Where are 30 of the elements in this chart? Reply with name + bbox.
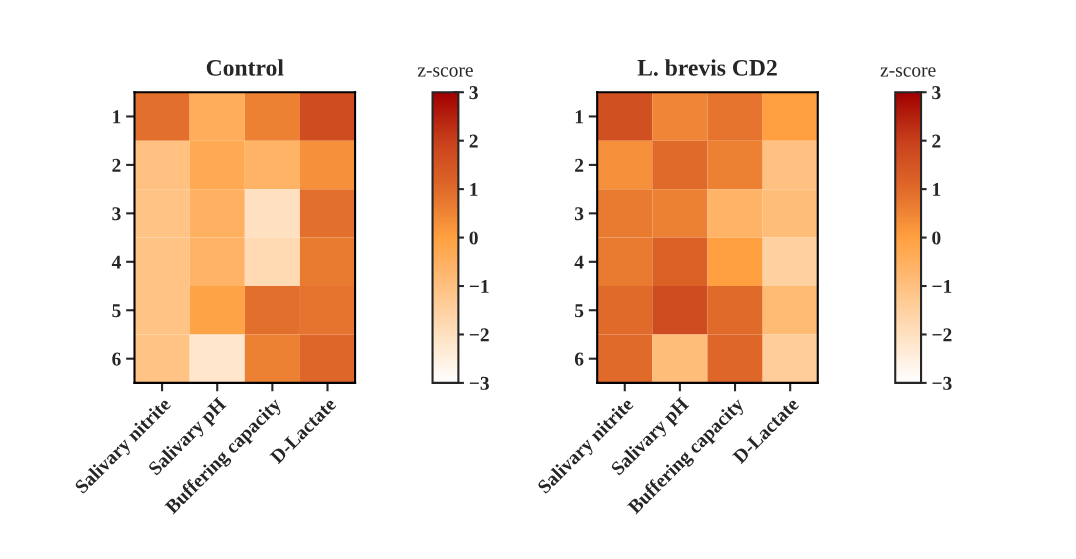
y-tick-label: 4: [111, 255, 121, 269]
y-tick-label: 6: [574, 352, 584, 366]
color-bar-label: 2: [932, 134, 941, 148]
color-bar-label: −1: [932, 279, 952, 293]
color-bar-title: z-score: [417, 67, 473, 77]
color-bar-label: −2: [469, 328, 489, 342]
chart-title: L. brevis CD2: [637, 59, 777, 76]
color-bar-label: 0: [932, 231, 941, 245]
color-bar-label: −3: [932, 376, 952, 390]
color-bar-title: z-score: [880, 67, 936, 77]
color-bar-label: −2: [932, 328, 952, 342]
y-tick-label: 2: [112, 158, 121, 172]
color-bar-label: −1: [469, 279, 489, 293]
y-tick-label: 4: [574, 255, 584, 269]
y-tick-label: 5: [575, 304, 584, 318]
color-bar-label: 0: [469, 231, 478, 245]
color-bar-label: 3: [469, 86, 478, 100]
y-tick-label: 3: [112, 207, 121, 221]
y-tick-label: 2: [575, 158, 584, 172]
y-tick-label: 5: [112, 304, 121, 318]
chart-title: Control: [206, 59, 284, 76]
color-bar-label: 1: [470, 183, 478, 196]
color-bar-label: 2: [469, 134, 478, 148]
color-bar-label: 1: [933, 183, 941, 196]
y-tick-label: 6: [112, 352, 121, 366]
color-bar-label: 3: [932, 86, 941, 100]
y-tick-label: 1: [575, 110, 583, 124]
y-tick-label: 3: [575, 207, 584, 221]
color-bar-label: −3: [469, 376, 489, 390]
y-tick-label: 1: [113, 110, 121, 124]
